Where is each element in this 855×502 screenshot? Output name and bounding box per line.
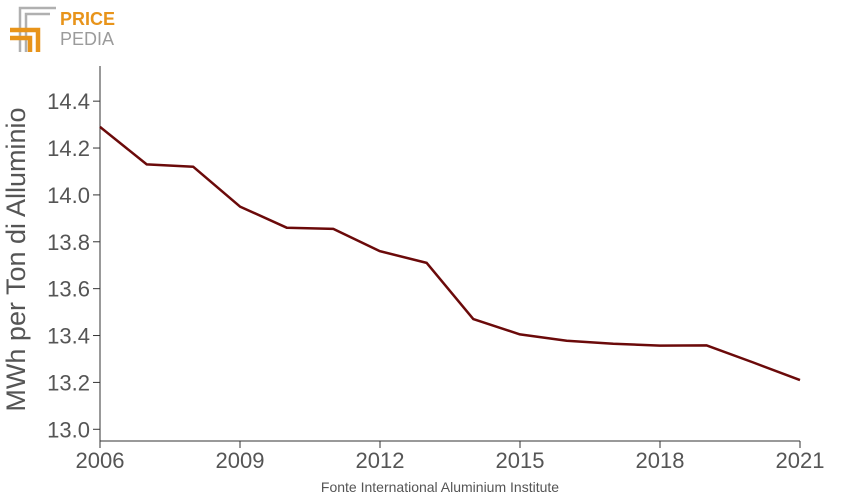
y-tick-label: 13.2 [47, 370, 90, 395]
x-tick-label: 2009 [216, 448, 265, 473]
data-point[interactable] [328, 224, 338, 234]
logo-mark-icon [10, 6, 56, 52]
y-tick-label: 14.2 [47, 136, 90, 161]
data-point[interactable] [748, 357, 758, 367]
y-tick-label: 13.0 [47, 417, 90, 442]
pricepedia-logo: PRICE PEDIA [10, 6, 115, 52]
source-note: Fonte International Aluminium Institute [321, 479, 559, 495]
x-tick-label: 2012 [356, 448, 405, 473]
data-point[interactable] [422, 258, 432, 268]
data-point[interactable] [235, 202, 245, 212]
y-tick-label: 13.4 [47, 324, 90, 349]
y-axis-title: MWh per Ton di Alluminio [1, 107, 31, 411]
data-point[interactable] [375, 246, 385, 256]
axes [99, 66, 800, 442]
data-point[interactable] [468, 314, 478, 324]
y-tick-label: 14.4 [47, 89, 90, 114]
data-point[interactable] [95, 122, 105, 132]
logo-word-pedia: PEDIA [60, 29, 114, 49]
y-tick-label: 13.6 [47, 277, 90, 302]
y-axis-ticks: 13.0 13.2 13.4 13.6 13.8 14.0 14.2 14.4 [47, 89, 100, 442]
data-point[interactable] [188, 162, 198, 172]
data-point[interactable] [702, 340, 712, 350]
x-axis-ticks: 2006 2009 2012 2015 2018 2021 [76, 441, 825, 473]
data-point[interactable] [608, 339, 618, 349]
data-point[interactable] [515, 329, 525, 339]
logo-word-price: PRICE [60, 9, 115, 29]
data-point[interactable] [142, 159, 152, 169]
data-point[interactable] [795, 375, 805, 385]
data-point[interactable] [562, 336, 572, 346]
x-tick-label: 2021 [776, 448, 825, 473]
data-point[interactable] [282, 223, 292, 233]
x-tick-label: 2015 [496, 448, 545, 473]
series-line [99, 125, 801, 382]
series-group [95, 122, 805, 385]
y-tick-label: 13.8 [47, 230, 90, 255]
y-tick-label: 14.0 [47, 183, 90, 208]
data-point[interactable] [655, 341, 665, 351]
x-tick-label: 2006 [76, 448, 125, 473]
x-tick-label: 2018 [636, 448, 685, 473]
